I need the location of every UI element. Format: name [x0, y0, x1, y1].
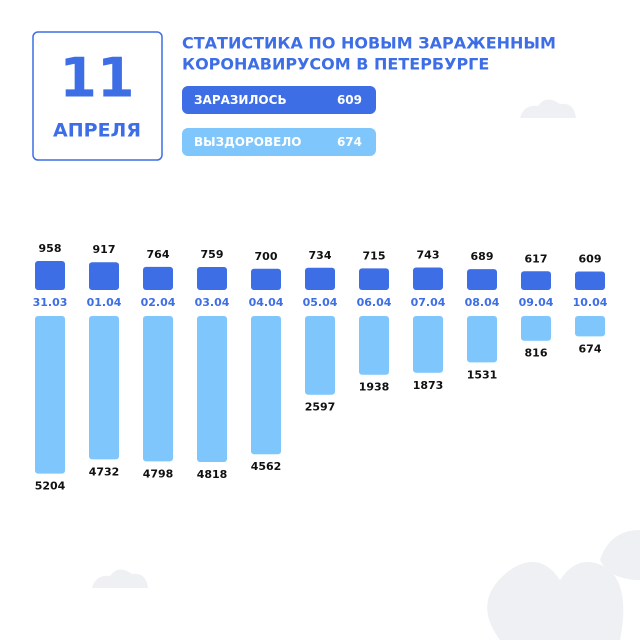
value-label: 4798: [143, 467, 174, 480]
value-label: 816: [525, 347, 548, 360]
value-label: 734: [309, 249, 332, 262]
date-month: АПРЕЛЯ: [53, 120, 141, 142]
value-label: 4562: [251, 460, 282, 473]
value-label: 958: [39, 242, 62, 255]
value-label: 4732: [89, 465, 120, 478]
value-label: 743: [417, 248, 440, 261]
bar: [413, 267, 443, 290]
x-tick-label: 09.04: [519, 296, 554, 309]
bar: [143, 266, 173, 290]
x-tick-label: 02.04: [141, 296, 176, 309]
x-tick-label: 03.04: [195, 296, 230, 309]
bar: [467, 269, 497, 290]
bar: [359, 268, 389, 290]
date-day: 11: [59, 47, 134, 110]
bar: [197, 316, 227, 462]
bar: [467, 316, 497, 363]
x-tick-label: 31.03: [33, 296, 68, 309]
bar: [35, 260, 65, 290]
value-label: 759: [201, 248, 224, 261]
x-tick-label: 05.04: [303, 296, 338, 309]
value-label: 764: [147, 248, 170, 261]
value-label: 700: [255, 250, 278, 263]
x-tick-label: 04.04: [249, 296, 284, 309]
value-label: 2597: [305, 401, 336, 414]
value-label: 5204: [35, 480, 66, 493]
x-tick-label: 06.04: [357, 296, 392, 309]
bar: [143, 316, 173, 462]
bar: [305, 267, 335, 290]
value-label: 1938: [359, 381, 390, 394]
x-tick-label: 10.04: [573, 296, 608, 309]
bar: [305, 316, 335, 395]
bar: [35, 316, 65, 474]
value-label: 617: [525, 252, 548, 265]
bar: [575, 271, 605, 290]
x-tick-label: 07.04: [411, 296, 446, 309]
value-label: 1873: [413, 379, 444, 392]
legend-pill: [182, 128, 376, 156]
x-tick-label: 08.04: [465, 296, 500, 309]
legend-value: 674: [337, 135, 362, 149]
value-label: 1531: [467, 368, 498, 381]
legend-pill: [182, 86, 376, 114]
value-label: 715: [363, 249, 386, 262]
decoration: [92, 99, 640, 640]
bar: [197, 267, 227, 290]
legend-value: 609: [337, 93, 362, 107]
bar: [251, 316, 281, 455]
bar: [521, 271, 551, 290]
bar: [89, 316, 119, 460]
bar: [413, 316, 443, 373]
value-label: 689: [471, 250, 494, 263]
legend-label: ЗАРАЗИЛОСЬ: [194, 93, 287, 107]
date-box: [32, 31, 163, 161]
chart-title: КОРОНАВИРУСОМ В ПЕТЕРБУРГЕ: [182, 55, 489, 74]
value-label: 917: [93, 243, 116, 256]
bar: [251, 268, 281, 290]
chart-title: СТАТИСТИКА ПО НОВЫМ ЗАРАЖЕННЫМ: [182, 34, 556, 53]
value-label: 609: [579, 253, 602, 266]
value-label: 4818: [197, 468, 228, 481]
bar: [521, 316, 551, 341]
bar: [359, 316, 389, 375]
x-tick-label: 01.04: [87, 296, 122, 309]
legend-label: ВЫЗДОРОВЕЛО: [194, 135, 302, 149]
bar: [89, 262, 119, 290]
bar: [575, 316, 605, 337]
value-label: 674: [579, 342, 602, 355]
